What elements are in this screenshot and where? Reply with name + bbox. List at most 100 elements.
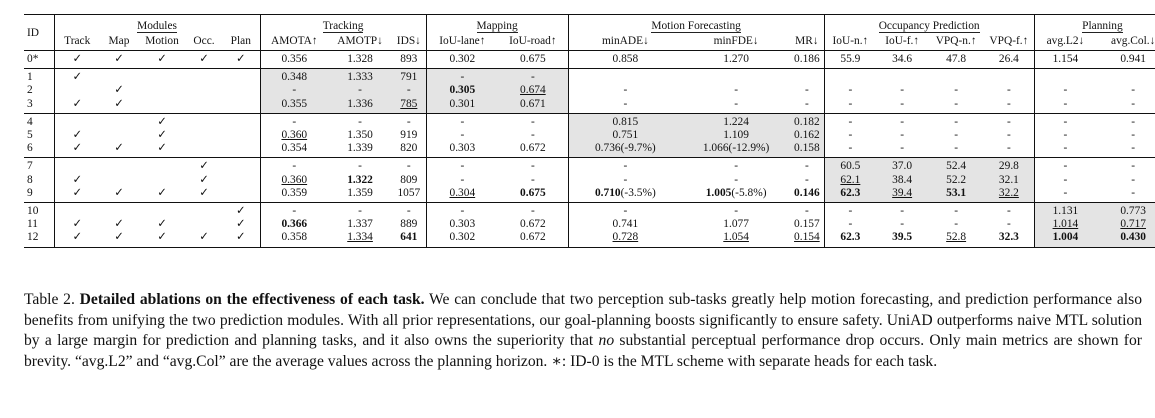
module-check-cell: ✓ xyxy=(157,115,167,128)
metric-cell: 62.1 xyxy=(823,173,877,187)
column-header: minADE↓ xyxy=(567,33,683,51)
metric-cell: - xyxy=(567,173,683,187)
metric-cell: 0.354 xyxy=(259,142,329,158)
module-check-cell xyxy=(222,174,260,187)
module-check-cell xyxy=(222,69,260,85)
planning-header: Planning xyxy=(1033,14,1155,33)
metric-cell: 52.2 xyxy=(928,173,985,187)
metric-cell: 0.158 xyxy=(790,142,825,158)
caption-body-2: substantial perceptual performance drop … xyxy=(24,332,1142,370)
metric-cell: 1.322 xyxy=(347,173,373,186)
module-check-cell: ✓ xyxy=(114,186,124,199)
metric-cell: 1.014 xyxy=(1033,218,1097,232)
module-check-cell: ✓ xyxy=(53,129,100,143)
metric-cell: 1.109 xyxy=(682,129,791,143)
table-row: 4 ✓ - - - - -0.815 1.224 0.182- - - - - - xyxy=(24,113,1155,130)
table-row: 0* ✓ ✓ ✓ ✓ ✓ 0.356 1.328 893 0.302 0.675 0.858 1.270… xyxy=(24,50,1155,69)
module-check-cell xyxy=(186,69,222,85)
column-header: IoU-lane↑ xyxy=(425,33,499,51)
group-header-row: ID Modules Tracking Mapping Motion Forec… xyxy=(24,14,1155,39)
metric-cell: - xyxy=(954,142,959,155)
module-check-cell xyxy=(138,84,186,97)
metric-cell: 1.337 xyxy=(347,218,373,231)
metric-cell: 0.736(-9.7%) xyxy=(567,142,683,158)
metric-cell: - xyxy=(259,113,329,130)
metric-cell: 785 xyxy=(392,97,427,114)
metric-cell: - xyxy=(1131,97,1136,110)
column-header: Map xyxy=(108,34,130,47)
metric-cell: - xyxy=(1033,84,1097,98)
module-check-cell: ✓ xyxy=(53,68,100,85)
metric-cell: - xyxy=(530,129,535,142)
column-header: AMOTP↓ xyxy=(337,34,383,47)
module-check-cell xyxy=(186,84,222,97)
metric-cell: 893 xyxy=(400,53,418,65)
metric-cell: - xyxy=(567,97,683,114)
metric-cell: - xyxy=(406,205,411,218)
metric-cell xyxy=(682,69,790,85)
metric-cell: 55.9 xyxy=(823,50,877,69)
metric-cell: - xyxy=(954,129,959,142)
metric-cell: 641 xyxy=(400,231,418,244)
module-check-cell xyxy=(222,158,260,174)
metric-value: 0.710 xyxy=(594,186,621,199)
metric-delta: (-3.5%) xyxy=(620,186,656,199)
metric-cell: 1.131 xyxy=(1033,202,1097,219)
metric-delta: (-5.8%) xyxy=(731,186,767,199)
module-check-cell xyxy=(100,113,138,129)
row-id: 2 xyxy=(27,84,33,97)
metric-cell: - xyxy=(530,205,535,218)
metric-cell: - xyxy=(823,97,877,114)
table-block-1: 1 ✓ 0.348 1.333 791- -2 ✓ - - -0.305 0.674- - - - - - - -… xyxy=(24,68,1155,114)
module-check-cell: ✓ xyxy=(199,160,209,173)
metric-cell: 0.302 xyxy=(425,50,499,69)
module-check-cell xyxy=(186,98,222,114)
metric-cell: 0.305 xyxy=(425,84,499,98)
metric-cell: - xyxy=(734,173,738,186)
module-check-cell: ✓ xyxy=(53,142,100,158)
table-block-3: 7 ✓ - - - - - - - -60.5 37.0 52.4 29.8- -8 ✓ ✓ 0.360 1.32… xyxy=(24,157,1155,203)
metric-cell: - xyxy=(1006,115,1011,128)
metric-cell: - xyxy=(425,157,499,174)
metric-cell: - xyxy=(425,68,499,85)
metric-cell: 0.941 xyxy=(1120,53,1146,65)
metric-cell: - xyxy=(425,129,499,143)
module-check-cell: ✓ xyxy=(236,205,246,218)
metric-cell: - xyxy=(1131,142,1136,155)
metric-cell: - xyxy=(954,97,959,110)
metric-cell: - xyxy=(804,173,809,186)
table-row: 12 ✓ ✓ ✓ ✓ ✓ 0.358 1.334 641 0.302 0.672 0.728 1.054… xyxy=(24,231,1155,248)
module-check-cell: ✓ xyxy=(114,218,124,231)
metric-cell: 0.359 xyxy=(259,186,329,203)
ablation-table: ID Modules Tracking Mapping Motion Forec… xyxy=(24,14,1155,248)
column-header: IDS↓ xyxy=(396,34,421,47)
module-check-cell: ✓ xyxy=(114,142,124,155)
module-check-cell: ✓ xyxy=(53,173,100,187)
metric-cell: 0.355 xyxy=(259,97,329,114)
column-header: Track xyxy=(53,33,100,51)
module-check-cell xyxy=(186,203,222,219)
metric-cell: 0.157 xyxy=(794,218,820,231)
metric-cell: 1.359 xyxy=(347,186,373,199)
metric-cell: - xyxy=(900,218,905,231)
table-row: 2 ✓ - - -0.305 0.674- - - - - - - - - xyxy=(24,84,1155,98)
metric-cell: 62.3 xyxy=(823,186,877,203)
metric-cell: - xyxy=(900,115,905,128)
module-check-cell: ✓ xyxy=(53,50,100,69)
row-id: 4 xyxy=(27,115,33,128)
metric-cell: - xyxy=(425,202,499,219)
metric-cell: 0.366 xyxy=(259,218,329,232)
metric-cell xyxy=(823,68,877,85)
module-check-cell: ✓ xyxy=(53,97,100,114)
metric-cell: 0.302 xyxy=(425,231,499,248)
column-header: IoU-n.↑ xyxy=(823,33,877,51)
metric-cell: - xyxy=(804,84,809,97)
metric-cell: - xyxy=(1131,84,1136,97)
metric-cell: 52.8 xyxy=(946,231,967,244)
metric-cell: - xyxy=(823,142,877,158)
metric-cell: 1.270 xyxy=(723,53,749,65)
metric-cell: 0.154 xyxy=(794,231,820,244)
table-row: 7 ✓ - - - - - - - -60.5 37.0 52.4 29.8- - xyxy=(24,157,1155,174)
metric-cell: - xyxy=(1131,160,1136,173)
metric-cell: 1.336 xyxy=(328,97,393,114)
